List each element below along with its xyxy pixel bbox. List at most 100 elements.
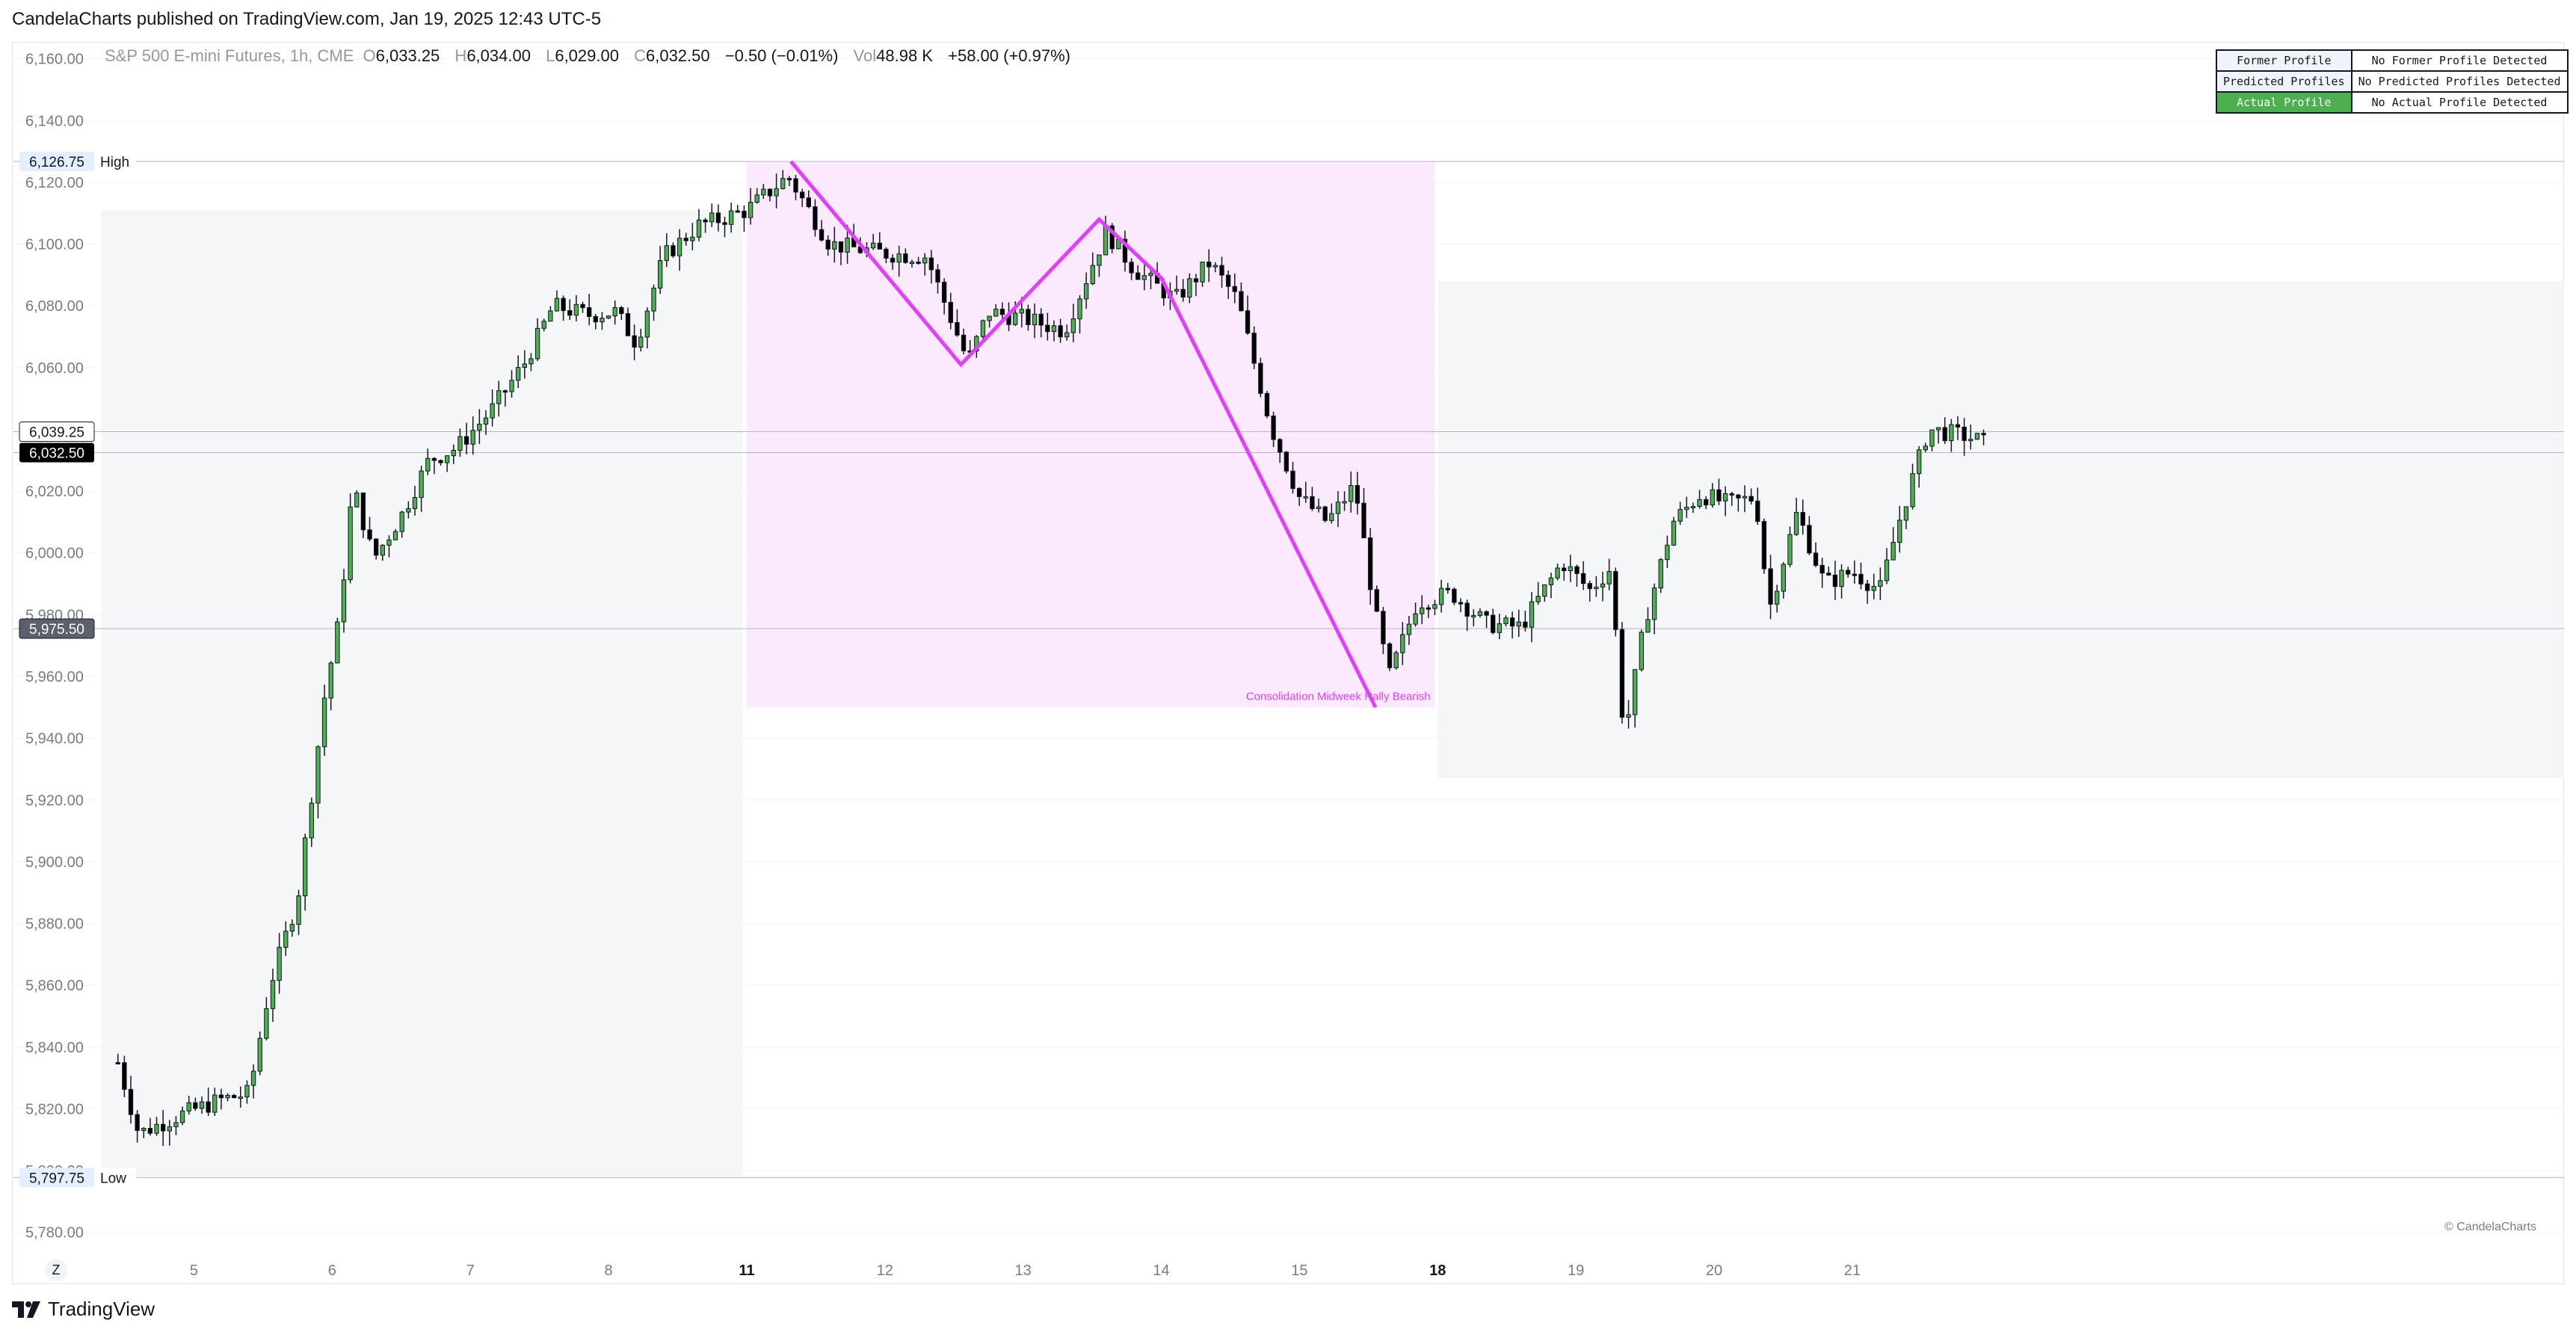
bear-candle (1296, 487, 1302, 497)
bull-candle (354, 492, 360, 508)
x-tick-label: 11 (739, 1262, 754, 1279)
bull-candle (870, 242, 876, 249)
bull-candle (1438, 588, 1444, 605)
bear-candle (1458, 602, 1464, 605)
bull-candle (522, 363, 527, 369)
profile-row: Predicted Profiles No Predicted Profiles… (2216, 70, 2569, 93)
bull-candle (832, 241, 837, 250)
low-value: 6,029.00 (555, 46, 619, 65)
pattern-line (789, 160, 1378, 709)
bull-candle (1555, 567, 1560, 579)
bear-candle (1484, 611, 1489, 616)
bear-candle (463, 436, 469, 445)
tradingview-logo-icon (12, 1301, 40, 1318)
y-tick-label: 5,880.00 (25, 916, 84, 933)
bull-candle (651, 287, 656, 312)
symbol-title[interactable]: S&P 500 E-mini Futures, 1h, CME (105, 46, 354, 65)
bull-candle (1413, 613, 1418, 625)
bear-candle (1800, 511, 1805, 526)
bull-candle (470, 430, 475, 445)
bull-candle (515, 367, 521, 381)
bull-candle (250, 1070, 256, 1086)
bear-candle (360, 492, 366, 531)
x-tick-label: 20 (1706, 1262, 1722, 1279)
bear-candle (1026, 309, 1031, 325)
y-tick-label: 6,020.00 (25, 484, 84, 500)
bear-candle (1619, 629, 1625, 718)
bear-candle (999, 309, 1005, 315)
x-tick-label: 6 (328, 1262, 336, 1279)
bull-candle (1141, 275, 1147, 280)
high-label: H (455, 46, 467, 65)
bear-candle (561, 297, 566, 312)
pattern-box: Consolidation Midweek Rally Bearish (746, 161, 1435, 708)
bull-candle (1916, 449, 1922, 475)
bull-candle (677, 238, 682, 256)
bear-candle (115, 1061, 120, 1064)
bear-candle (955, 322, 960, 336)
bear-candle (367, 529, 372, 540)
bear-candle (1962, 426, 1967, 441)
bull-candle (1923, 445, 1928, 451)
bull-candle (380, 544, 385, 556)
bull-candle (1775, 591, 1780, 605)
price-axis[interactable]: 5,780.005,800.005,820.005,840.005,860.00… (25, 52, 84, 1242)
x-tick-label: 13 (1015, 1262, 1032, 1279)
bull-candle (1529, 601, 1535, 628)
bear-candle (1562, 567, 1567, 572)
candles[interactable] (115, 170, 1986, 1147)
bear-candle (1290, 470, 1295, 489)
session-box (101, 210, 743, 1177)
bear-candle (1523, 621, 1528, 628)
bull-candle (657, 260, 663, 289)
bear-candle (1981, 433, 1986, 436)
bear-candle (813, 206, 818, 230)
bull-candle (1548, 577, 1554, 585)
bull-candle (896, 253, 902, 263)
bear-candle (806, 197, 811, 208)
bear-candle (502, 390, 508, 393)
bull-candle (1497, 623, 1503, 633)
y-tick-label: 5,840.00 (25, 1040, 84, 1056)
bull-candle (1471, 614, 1476, 617)
bear-candle (580, 303, 585, 309)
bear-candle (1387, 643, 1393, 668)
bear-candle (948, 301, 953, 324)
bull-candle (199, 1101, 205, 1109)
ohlc-legend[interactable]: S&P 500 E-mini Futures, 1h, CME O6,033.2… (105, 46, 1081, 66)
bear-candle (1464, 602, 1470, 617)
bull-candle (1420, 607, 1425, 614)
bull-candle (909, 261, 915, 264)
bear-candle (1761, 521, 1767, 570)
bear-candle (715, 212, 721, 223)
bear-candle (786, 178, 792, 181)
bull-candle (1148, 273, 1153, 277)
bull-candle (1103, 225, 1109, 256)
bear-candle (1729, 493, 1734, 496)
price-tag-text: 5,975.50 (29, 622, 84, 638)
bull-candle (1503, 617, 1509, 624)
bull-candle (212, 1094, 218, 1113)
bull-candle (1606, 571, 1612, 585)
footer-brand: TradingView (48, 1298, 155, 1320)
bear-candle (1807, 525, 1812, 554)
profile-table: Former Profile No Former Profile Detecte… (2216, 49, 2569, 114)
bear-candle (586, 307, 592, 317)
bear-candle (147, 1128, 153, 1134)
bull-candle (612, 307, 617, 317)
time-axis[interactable]: 5 6 7 8 11 12 13 14 15 18 19 20 21 (190, 1262, 1861, 1279)
bull-candle (1097, 254, 1102, 266)
bull-candle (1658, 559, 1663, 589)
bear-candle (1058, 325, 1063, 338)
bull-candle (315, 746, 321, 804)
bear-candle (122, 1062, 127, 1090)
open-label: O (363, 46, 376, 65)
footer[interactable]: TradingView (12, 1298, 155, 1321)
bull-candle (1083, 283, 1089, 300)
zoom-button[interactable]: Z (45, 1259, 67, 1281)
bull-candle (490, 403, 495, 419)
bull-candle (451, 449, 456, 457)
bull-candle (1793, 511, 1799, 535)
bull-candle (1051, 325, 1057, 333)
